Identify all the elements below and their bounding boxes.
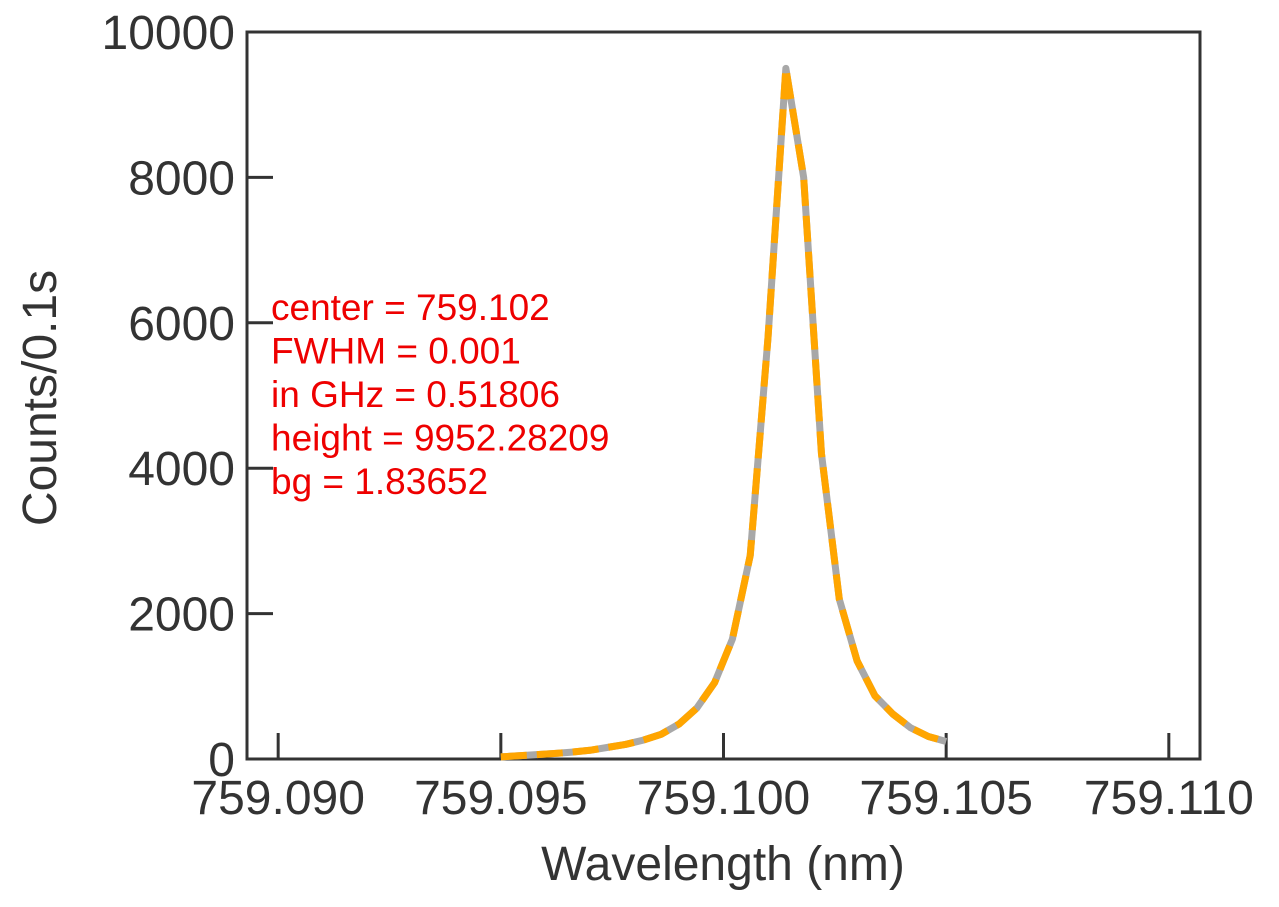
- x-tick-label: 759.090: [191, 772, 365, 825]
- x-tick-label: 759.095: [414, 772, 588, 825]
- x-tick-label: 759.100: [637, 772, 811, 825]
- annotation-line: height = 9952.28209: [271, 418, 609, 459]
- y-tick-label: 0: [208, 734, 235, 787]
- y-axis-ticks: 0 2000 4000 6000 8000 10000: [102, 7, 273, 787]
- y-tick-label: 8000: [128, 152, 235, 205]
- fit-curve-line: [500, 64, 948, 761]
- annotation-line: FWHM = 0.001: [271, 331, 521, 372]
- x-axis-label: Wavelength (nm): [541, 838, 905, 891]
- y-tick-label: 4000: [128, 443, 235, 496]
- annotation-line: bg = 1.83652: [271, 461, 488, 502]
- y-tick-label: 6000: [128, 298, 235, 351]
- series-group: [500, 64, 948, 761]
- y-tick-label: 2000: [128, 589, 235, 642]
- annotation-line: center = 759.102: [271, 287, 550, 328]
- annotation-line: in GHz = 0.51806: [271, 374, 560, 415]
- x-tick-label: 759.105: [859, 772, 1033, 825]
- y-tick-label: 10000: [102, 7, 235, 60]
- x-axis-ticks: 759.090 759.095 759.100 759.105 759.110: [191, 733, 1254, 825]
- y-axis-label: Counts/0.1s: [14, 270, 67, 526]
- x-tick-label: 759.110: [1084, 772, 1254, 825]
